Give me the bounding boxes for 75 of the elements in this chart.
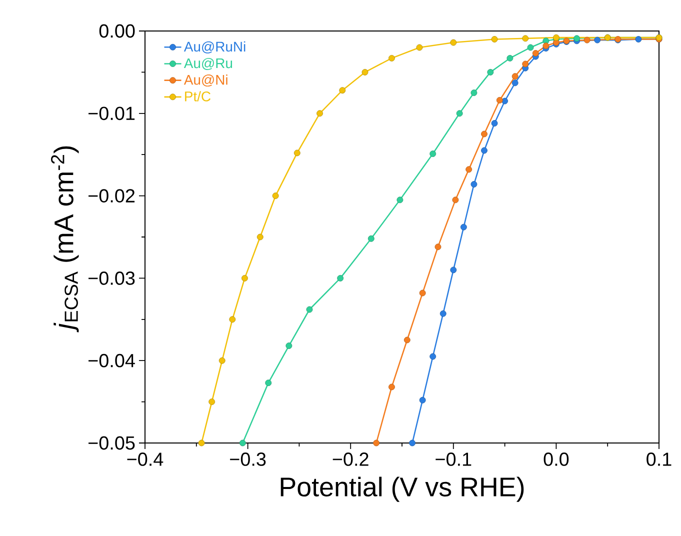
- point: [512, 80, 518, 86]
- point: [316, 110, 323, 117]
- point: [239, 440, 246, 446]
- point: [362, 68, 368, 76]
- point: [481, 130, 488, 138]
- point: [198, 440, 205, 446]
- x-tick-label: −0.2: [332, 452, 368, 466]
- point: [527, 44, 534, 51]
- y-tick-label: 0.00: [99, 24, 135, 38]
- point: [470, 181, 478, 188]
- y-tick-label: −0.05: [88, 436, 135, 450]
- point: [339, 87, 346, 94]
- point: [452, 196, 459, 204]
- point: [460, 224, 467, 230]
- point: [506, 54, 514, 62]
- point: [388, 384, 395, 390]
- point: [440, 310, 446, 317]
- point: [419, 396, 426, 404]
- point: [635, 36, 642, 42]
- point: [466, 166, 472, 173]
- point: [487, 68, 494, 76]
- y-tick-label: −0.01: [88, 106, 135, 120]
- point: [265, 380, 272, 386]
- point: [584, 36, 590, 44]
- point: [404, 336, 410, 344]
- y-tick-label: −0.04: [88, 354, 135, 368]
- legend-label: Au@Ni: [184, 74, 228, 87]
- point: [306, 306, 313, 313]
- point: [450, 266, 457, 274]
- point: [272, 192, 279, 199]
- point: [491, 120, 498, 126]
- point: [218, 357, 226, 364]
- point: [430, 150, 436, 157]
- point: [242, 275, 248, 282]
- x-axis-title: Potential (V vs RHE): [280, 476, 524, 502]
- point: [496, 97, 503, 104]
- point: [208, 398, 216, 405]
- x-tick-label: −0.4: [127, 452, 164, 466]
- point: [430, 353, 436, 360]
- point: [409, 440, 416, 446]
- legend-label: Au@Ru: [184, 58, 232, 70]
- point: [396, 196, 404, 204]
- point: [456, 110, 463, 117]
- point: [522, 60, 529, 68]
- y-tick-label: −0.03: [88, 271, 135, 285]
- point: [522, 35, 529, 42]
- point: [502, 98, 508, 104]
- x-tick-label: −0.1: [436, 452, 472, 466]
- point: [594, 36, 601, 44]
- x-tick-label: −0.3: [230, 452, 266, 466]
- y-tick-label: −0.02: [88, 189, 135, 202]
- point: [294, 150, 300, 156]
- point: [512, 73, 518, 80]
- x-tick-label: 0.1: [646, 452, 672, 466]
- x-tick-label: 0.0: [544, 452, 569, 466]
- point: [373, 440, 380, 446]
- legend-label: Au@RuNi: [184, 41, 246, 54]
- point: [542, 42, 550, 50]
- point: [481, 147, 488, 154]
- point: [532, 50, 539, 56]
- point: [256, 234, 264, 240]
- point: [229, 316, 236, 323]
- point: [470, 90, 478, 96]
- point: [337, 275, 344, 282]
- point: [574, 35, 580, 42]
- y-axis-title: j$_{ECSA}$ (mA cm$^{-2}$): [51, 146, 79, 332]
- point: [434, 244, 442, 250]
- point: [388, 54, 395, 62]
- point: [491, 36, 498, 42]
- point: [368, 235, 374, 242]
- point: [450, 39, 457, 46]
- point: [286, 342, 292, 349]
- point: [416, 44, 423, 51]
- legend-label: Pt/C: [185, 91, 211, 102]
- point: [419, 290, 426, 296]
